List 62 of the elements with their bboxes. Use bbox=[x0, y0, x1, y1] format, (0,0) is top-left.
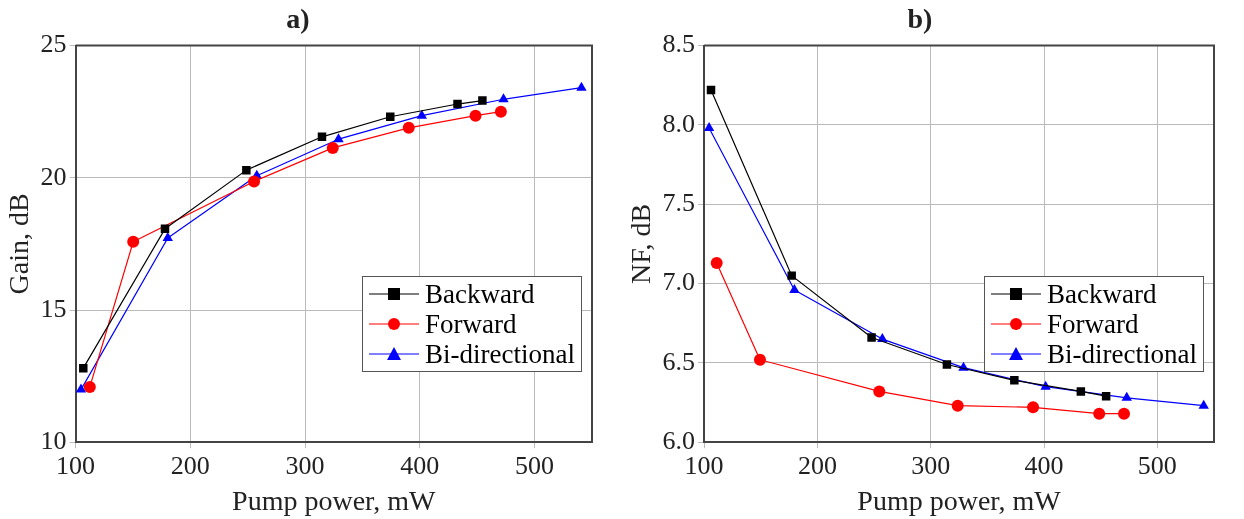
legend-label: Forward bbox=[425, 309, 517, 340]
x-tick-label: 400 bbox=[400, 450, 440, 480]
point bbox=[942, 360, 952, 369]
y-tick-label: 7.0 bbox=[662, 267, 696, 297]
x-axis-title: Pump power, mW bbox=[232, 484, 437, 516]
y-tick-label: 25 bbox=[40, 29, 67, 59]
point bbox=[867, 333, 876, 342]
x-tick-label: 200 bbox=[170, 450, 210, 480]
y-tick-label: 7.5 bbox=[662, 188, 696, 218]
x-tick-label: 400 bbox=[1024, 450, 1064, 480]
point bbox=[162, 232, 173, 242]
point bbox=[873, 385, 886, 398]
legend-label: Backward bbox=[425, 279, 535, 310]
y-tick-label: 15 bbox=[40, 293, 67, 323]
point bbox=[478, 96, 487, 105]
chart-title: b) bbox=[907, 3, 933, 35]
x-tick-label: 300 bbox=[911, 450, 951, 480]
point bbox=[789, 283, 800, 293]
point bbox=[242, 165, 251, 175]
x-axis-title: Pump power, mW bbox=[857, 484, 1062, 516]
point bbox=[494, 105, 507, 118]
point bbox=[469, 109, 482, 122]
chart-title: a) bbox=[286, 3, 310, 35]
point bbox=[787, 271, 796, 280]
legend-label: Backward bbox=[1047, 279, 1157, 310]
point bbox=[326, 141, 339, 154]
point bbox=[402, 121, 415, 134]
point bbox=[951, 399, 964, 412]
point bbox=[710, 256, 723, 269]
legend-label: Forward bbox=[1047, 309, 1139, 340]
x-tick-label: 500 bbox=[515, 450, 555, 480]
point bbox=[386, 112, 395, 121]
point bbox=[576, 81, 587, 91]
y-axis-title: NF, dB bbox=[625, 203, 657, 285]
point bbox=[453, 99, 462, 109]
point bbox=[1076, 387, 1086, 396]
point bbox=[1027, 401, 1040, 414]
y-tick-label: 6.5 bbox=[662, 346, 696, 376]
point bbox=[248, 175, 261, 188]
point bbox=[333, 133, 344, 143]
y-axis-title: Gain, dB bbox=[3, 193, 35, 295]
y-tick-label: 8.0 bbox=[662, 108, 696, 138]
x-tick-label: 300 bbox=[285, 450, 325, 480]
point bbox=[75, 383, 87, 393]
point bbox=[1010, 376, 1019, 385]
x-tick-label: 500 bbox=[1137, 450, 1177, 480]
y-tick-label: 20 bbox=[40, 161, 67, 191]
point bbox=[127, 235, 140, 248]
point bbox=[416, 109, 428, 119]
y-tick-label: 8.5 bbox=[662, 29, 696, 59]
legend-label: Bi-directional bbox=[425, 339, 575, 370]
point bbox=[1121, 391, 1132, 401]
point bbox=[79, 363, 88, 373]
point bbox=[753, 353, 766, 366]
point bbox=[1198, 399, 1209, 409]
point bbox=[1093, 407, 1106, 420]
point bbox=[498, 93, 509, 103]
x-tick-label: 200 bbox=[797, 450, 837, 480]
point bbox=[704, 122, 715, 132]
point bbox=[83, 380, 96, 393]
point bbox=[1118, 407, 1131, 420]
legend-label: Bi-directional bbox=[1047, 339, 1197, 370]
